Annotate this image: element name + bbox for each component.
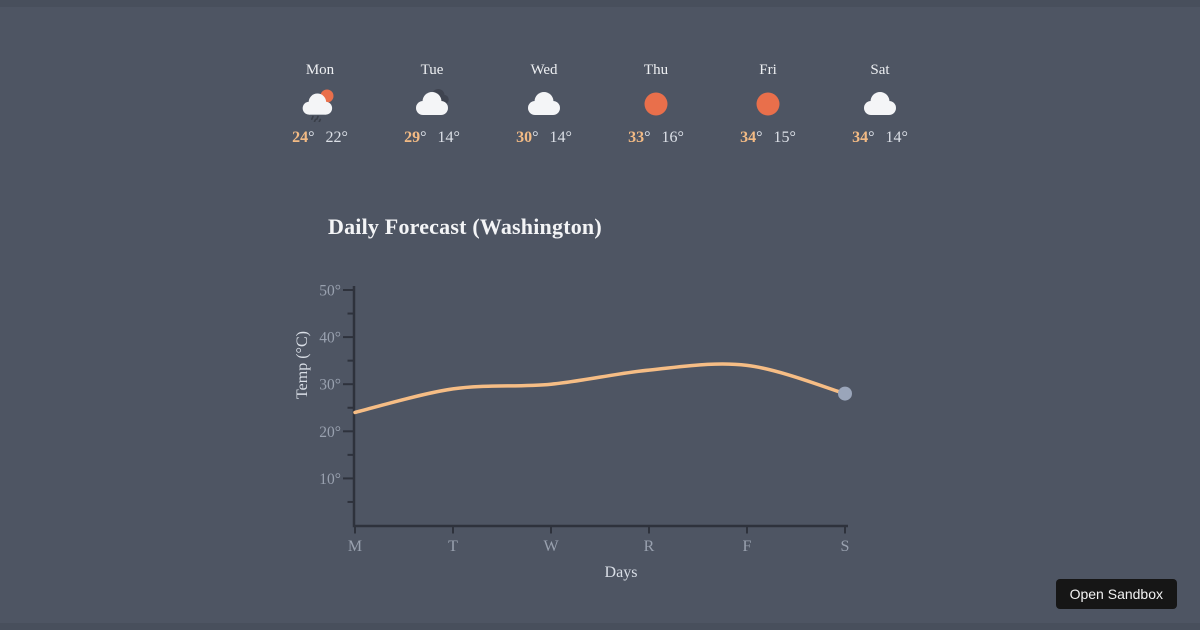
day-temps: 34° 14° [852,129,908,147]
degree-symbol: ° [756,129,763,146]
low-temp: 15 [773,129,790,146]
y-tick-label: 20° [319,424,341,441]
temperature-line [353,362,847,415]
day-name: Sat [870,62,890,78]
degree-symbol: ° [901,129,908,146]
degree-symbol: ° [644,129,651,146]
forecast-day-thu: Thu 33° 16° [624,62,688,147]
day-name: Thu [643,62,669,78]
open-sandbox-button[interactable]: Open Sandbox [1055,579,1177,609]
day-name: Tue [420,62,444,78]
degree-symbol: ° [868,129,875,146]
x-tick-label: F [743,538,752,555]
cloud-sun-rain-icon [300,86,340,122]
cloud-icon [860,86,900,122]
high-temp: 24 [292,129,309,146]
low-temp: 16 [661,129,678,146]
day-temps: 33° 16° [628,129,684,147]
day-name: Wed [530,62,558,78]
forecast-day-fri: Fri 34° 15° [736,62,800,147]
end-point-dot [838,386,852,401]
axis-lines [352,286,848,528]
low-temp: 14 [437,129,454,146]
y-tick-label: 50° [319,283,341,300]
high-temp: 30 [516,129,533,146]
high-temp: 34 [740,129,757,146]
chart-title: Daily Forecast (Washington) [328,214,602,239]
degree-symbol: ° [789,129,796,146]
degree-symbol: ° [565,129,572,146]
y-tick-label: 40° [319,330,341,347]
x-tick-label: W [543,538,559,555]
degree-symbol: ° [677,129,684,146]
y-tick-label: 30° [319,377,341,394]
high-temp: 34 [852,129,869,146]
forecast-day-mon: Mon 24° 22° [288,62,352,147]
forecast-day-sat: Sat 34° 14° [848,62,912,147]
low-temp: 22 [325,129,342,146]
y-tick-label: 10° [319,471,341,488]
clouds-icon [412,86,452,122]
x-tick-label: M [348,538,362,555]
y-axis-label: Temp (°C) [294,331,311,399]
degree-symbol: ° [341,129,348,146]
day-name: Fri [759,62,777,78]
x-axis-label: Days [605,564,638,581]
day-name: Mon [305,62,335,78]
low-temp: 14 [885,129,902,146]
x-tick-label: R [644,538,655,555]
day-temps: 29° 14° [404,129,460,147]
forecast-day-wed: Wed 30° 14° [512,62,576,147]
degree-symbol: ° [453,129,460,146]
x-tick-label: T [448,538,458,555]
sun-icon [748,86,788,122]
forecast-strip: Mon 24° 22° Tue 29° 14° Wed 30° 14° Thu 33° 16° Fri 3… [288,62,912,147]
degree-symbol: ° [420,129,427,146]
day-temps: 30° 14° [516,129,572,147]
sun-icon [636,86,676,122]
day-temps: 34° 15° [740,129,796,147]
high-temp: 33 [628,129,645,146]
high-temp: 29 [404,129,421,146]
x-tick-label: S [841,538,850,555]
cloud-icon [524,86,564,122]
degree-symbol: ° [308,129,315,146]
low-temp: 14 [549,129,566,146]
day-temps: 24° 22° [292,129,348,147]
degree-symbol: ° [532,129,539,146]
forecast-day-tue: Tue 29° 14° [400,62,464,147]
